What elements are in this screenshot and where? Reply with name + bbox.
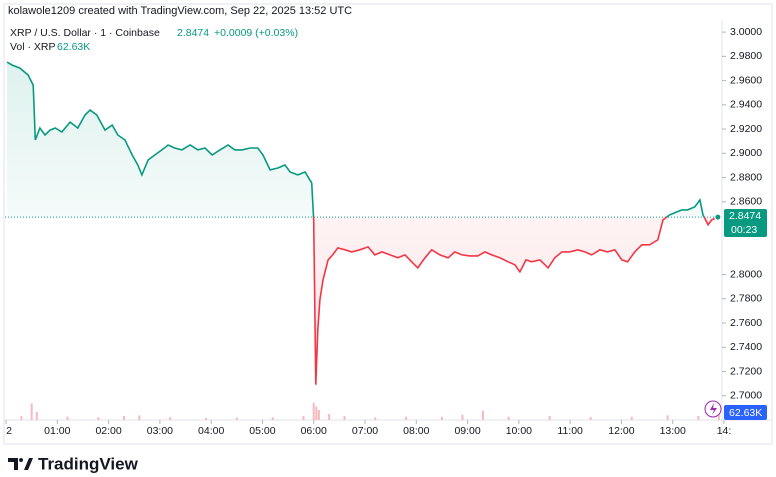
y-tick-label: 2.7800 [730,293,762,305]
x-tick-label: 02:00 [95,425,121,437]
symbol: XRP / U.S. Dollar · 1 · Coinbase [10,27,160,39]
y-tick-label: 2.7200 [730,365,762,377]
volume-bar [440,417,443,420]
volume-bar [312,402,315,420]
brand: TradingView [38,454,139,473]
volume-bar [666,415,669,420]
x-tick-label: 2 [6,425,12,437]
volume-value: 62.63K [57,41,90,53]
price-badge-value: 2.8474 [729,210,761,222]
volume-bar [66,416,69,420]
y-tick-label: 2.8600 [730,196,762,208]
x-tick-label: 04:00 [198,425,224,437]
y-tick-label: 2.9800 [730,50,762,62]
y-tick-label: 2.8000 [730,268,762,280]
events-bolt [710,403,717,415]
x-tick-label: 14: [717,425,732,437]
frame [3,3,773,445]
y-tick-label: 2.9600 [730,74,762,86]
volume-bar [374,417,377,420]
volume-bar [122,416,125,420]
y-tick-label: 2.7600 [730,317,762,329]
volume-bar [302,416,305,420]
x-tick-label: 06:00 [301,425,327,437]
x-tick-label: 01:00 [44,425,70,437]
x-tick-label: 11:00 [557,425,583,437]
x-tick-label: 13:00 [660,425,686,437]
volume-bar [35,412,38,420]
volume-bar [697,416,700,420]
last-point [714,213,722,221]
x-tick-label: 07:00 [352,425,378,437]
volume-bar [461,414,464,420]
x-tick-label: 03:00 [147,425,173,437]
x-tick-label: 08:00 [403,425,429,437]
volume-bar [235,417,238,420]
x-tick-label: 10:00 [506,425,532,437]
y-tick-label: 2.9000 [730,147,762,159]
volume-bar [169,417,172,420]
volume-bar [30,403,33,420]
volume-bar [630,416,633,420]
volume-badge-value: 62.63K [729,407,762,419]
y-tick-label: 3.0000 [730,26,762,38]
volume-bar [138,415,141,420]
volume-bar [343,416,346,420]
change: +0.0009 (+0.03%) [214,27,298,39]
volume-bar [481,410,484,420]
volume-badge [724,405,767,420]
y-tick-label: 2.7400 [730,341,762,353]
y-tick-label: 2.9400 [730,99,762,111]
logo-mark [8,458,33,470]
volume-bar [328,414,331,420]
y-tick-label: 2.7000 [730,390,762,402]
volume-bar [317,410,320,420]
volume-bar [548,416,551,420]
countdown: 00:23 [731,224,757,236]
volume-bar [20,416,23,420]
volume-bar [205,418,208,420]
price-badge [724,209,767,237]
last-price: 2.8474 [177,27,209,39]
credit: kolawole1209 created with TradingView.co… [8,5,352,17]
volume-label: Vol · XRP [10,41,56,53]
volume-bar [589,417,592,420]
y-tick-label: 2.8800 [730,171,762,183]
x-tick-label: 05:00 [249,425,275,437]
volume-bar [717,412,720,420]
baseline-area [7,62,718,385]
volume-bar [315,406,318,420]
volume-bar [271,417,274,420]
y-tick-label: 2.9200 [730,123,762,135]
volume-bar [405,416,408,420]
x-tick-label: 12:00 [608,425,634,437]
x-tick-label: 09:00 [454,425,480,437]
price-line [6,61,719,385]
logo: TradingView [8,454,139,473]
volume-bar [507,416,510,420]
volume-bar [97,417,100,420]
